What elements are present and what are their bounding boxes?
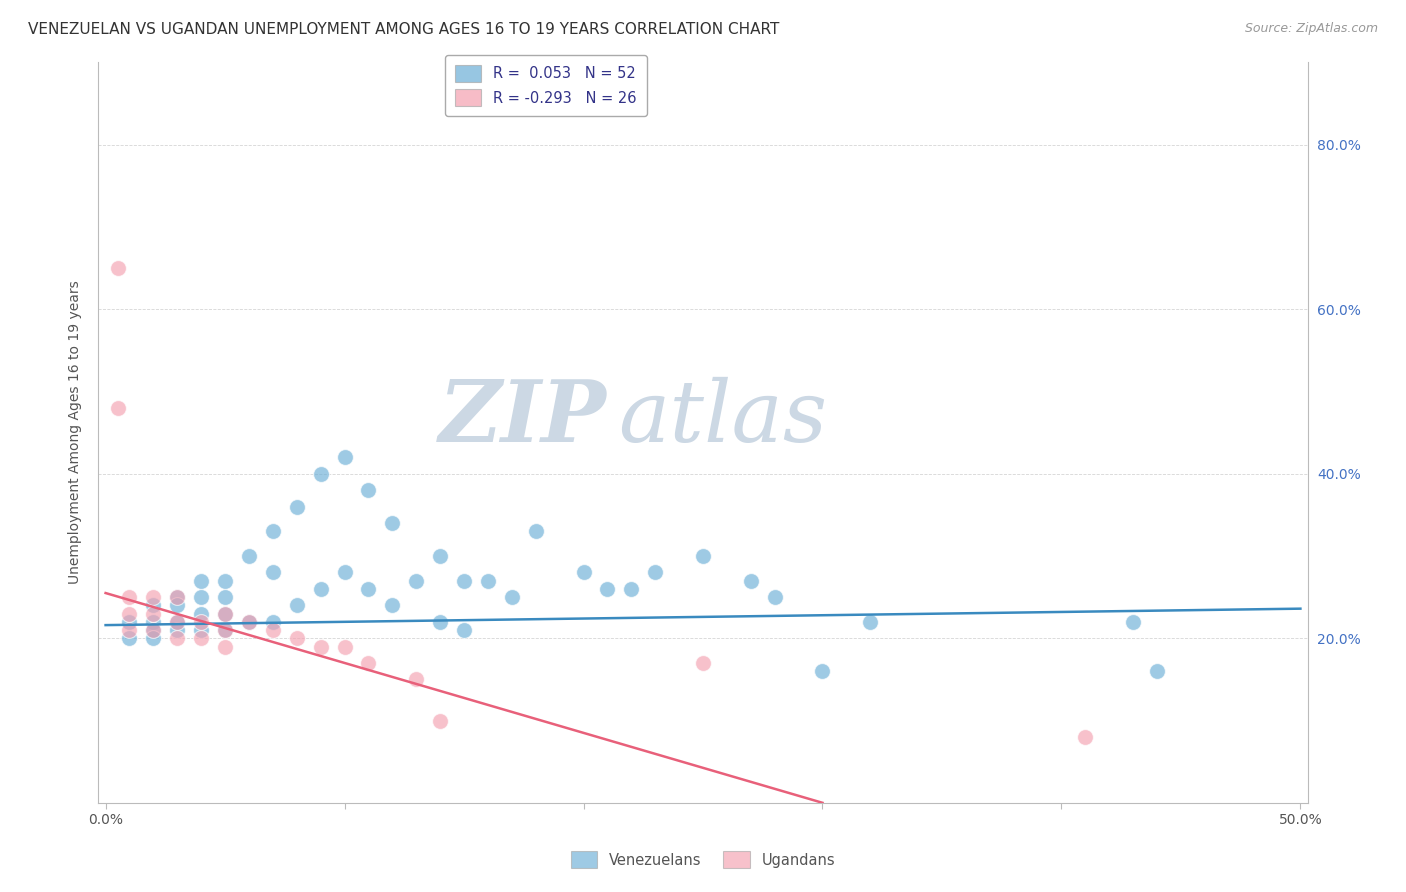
Point [118,623,141,637]
Point [763,590,786,604]
Point [477,574,499,588]
Point [214,607,236,621]
Point [238,615,260,629]
Point [166,590,188,604]
Point [262,615,284,629]
Point [190,607,212,621]
Point [572,566,595,580]
Point [214,590,236,604]
Point [238,549,260,563]
Point [142,623,165,637]
Point [644,566,666,580]
Point [166,590,188,604]
Point [740,574,762,588]
Point [214,640,236,654]
Point [118,590,141,604]
Point [429,714,451,728]
Point [524,524,547,539]
Point [142,590,165,604]
Point [118,632,141,646]
Legend: Venezuelans, Ugandans: Venezuelans, Ugandans [562,843,844,877]
Point [262,524,284,539]
Point [357,582,380,596]
Point [166,623,188,637]
Y-axis label: Unemployment Among Ages 16 to 19 years: Unemployment Among Ages 16 to 19 years [69,281,83,584]
Point [166,632,188,646]
Point [118,615,141,629]
Point [262,566,284,580]
Point [107,401,129,415]
Point [107,261,129,276]
Point [405,574,427,588]
Point [333,450,356,465]
Text: VENEZUELAN VS UGANDAN UNEMPLOYMENT AMONG AGES 16 TO 19 YEARS CORRELATION CHART: VENEZUELAN VS UGANDAN UNEMPLOYMENT AMONG… [28,22,779,37]
Point [405,673,427,687]
Point [166,615,188,629]
Point [166,599,188,613]
Point [333,566,356,580]
Point [142,623,165,637]
Point [357,483,380,498]
Point [285,599,308,613]
Point [429,549,451,563]
Point [166,615,188,629]
Point [190,590,212,604]
Point [190,574,212,588]
Text: ZIP: ZIP [439,376,606,459]
Point [811,664,834,678]
Text: Source: ZipAtlas.com: Source: ZipAtlas.com [1244,22,1378,36]
Point [692,656,714,670]
Point [620,582,643,596]
Point [142,615,165,629]
Point [190,632,212,646]
Point [262,623,284,637]
Point [214,574,236,588]
Point [190,623,212,637]
Point [429,615,451,629]
Point [214,623,236,637]
Point [381,516,404,530]
Point [142,599,165,613]
Point [285,632,308,646]
Point [859,615,882,629]
Point [238,615,260,629]
Point [501,590,523,604]
Point [309,640,332,654]
Point [142,632,165,646]
Point [190,615,212,629]
Text: atlas: atlas [619,376,828,459]
Point [692,549,714,563]
Point [1122,615,1144,629]
Point [118,607,141,621]
Point [1074,730,1097,744]
Point [214,623,236,637]
Point [1146,664,1168,678]
Point [142,607,165,621]
Point [381,599,404,613]
Point [453,623,475,637]
Point [596,582,619,596]
Point [357,656,380,670]
Point [309,467,332,481]
Point [214,607,236,621]
Point [309,582,332,596]
Point [285,500,308,514]
Point [453,574,475,588]
Point [333,640,356,654]
